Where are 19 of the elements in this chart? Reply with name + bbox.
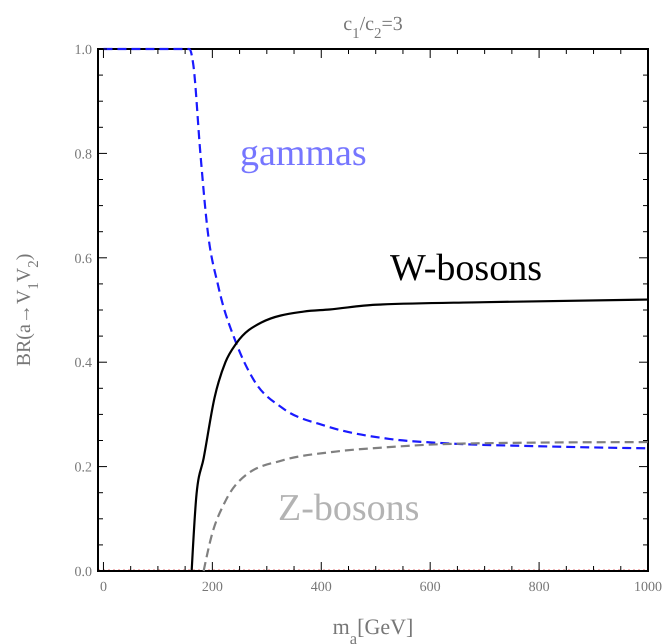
series-label: W-bosons (390, 247, 542, 289)
x-tick-label: 200 (202, 580, 223, 595)
y-tick-label: 0.8 (74, 147, 92, 162)
chart-title: c$_{1}$/c$_{2}$=3 (343, 13, 403, 42)
text: 0.0 (74, 565, 92, 580)
y-tick-label: 0.2 (74, 460, 92, 476)
x-axis-title: m$_{a}$[GeV] (332, 614, 414, 644)
y-tick-label: 1.0 (74, 43, 92, 58)
x-tick-label: 0 (100, 580, 107, 595)
x-tick-label: 600 (420, 580, 441, 595)
y-tick-label: 0.4 (74, 356, 92, 372)
y-tick-label: 0.6 (74, 252, 92, 267)
x-tick-label: 1000 (634, 580, 662, 595)
line-series (102, 48, 648, 450)
series-label: Z-bosons (278, 487, 420, 529)
series-label: gammas (240, 132, 367, 174)
x-tick-label: 800 (528, 580, 550, 595)
line-series (202, 440, 648, 572)
x-tick-label: 400 (310, 580, 332, 595)
